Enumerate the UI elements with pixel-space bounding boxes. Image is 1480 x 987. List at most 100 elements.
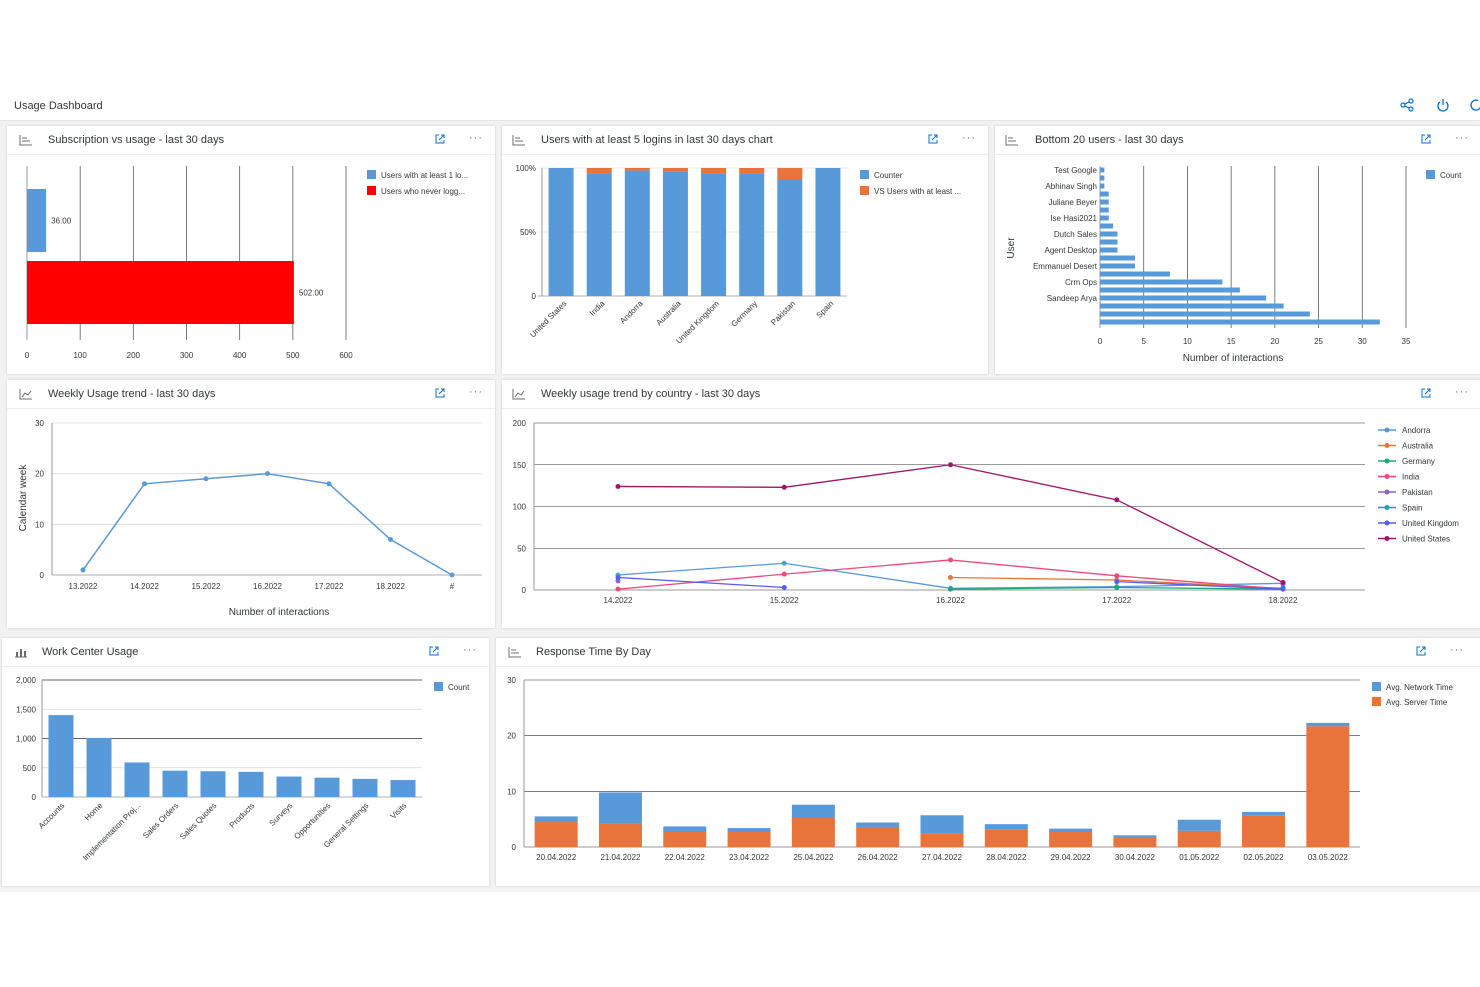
legend-label: Pakistan [1402, 488, 1433, 497]
bar [27, 261, 294, 324]
bar-segment [791, 804, 835, 818]
dashboard-title: Usage Dashboard [14, 100, 103, 112]
x-tick-label: 15 [1227, 337, 1236, 346]
bar [238, 771, 264, 797]
x-tick-label: 18.2022 [1269, 596, 1298, 605]
y-axis-label: User [1006, 237, 1017, 259]
tile-header: Weekly usage trend by country - last 30 … [502, 380, 1480, 409]
tile-response-time-by-day: Response Time By Day ··· 0 10 20 30 20.04.20… [496, 638, 1480, 886]
tile-title: Subscription vs usage - last 30 days [48, 134, 225, 146]
refresh-icon[interactable] [1468, 97, 1480, 113]
series-line [1116, 581, 1284, 590]
data-label: 36.00 [51, 217, 72, 226]
share-icon[interactable] [1399, 97, 1415, 113]
y-tick-label: 500 [23, 764, 37, 773]
bar [1100, 215, 1109, 221]
bar-segment [1306, 722, 1350, 727]
bar-segment [920, 815, 964, 834]
more-options-icon[interactable]: ··· [1455, 386, 1469, 398]
bar-segment [701, 168, 727, 174]
legend-swatch [860, 170, 869, 179]
expand-icon[interactable] [1415, 645, 1427, 657]
legend-marker [1384, 536, 1390, 541]
x-tick-label: 200 [127, 351, 141, 360]
tile-bottom-20-users: Bottom 20 users - last 30 days ··· 0 5 10 1… [995, 126, 1480, 374]
legend-marker [1384, 520, 1390, 526]
more-options-icon[interactable]: ··· [469, 132, 483, 144]
legend-label: United Kingdom [1402, 519, 1459, 528]
more-options-icon[interactable]: ··· [463, 644, 477, 656]
bar-segment [663, 831, 707, 847]
y-tick-label: Sandeep Arya [1047, 294, 1098, 303]
legend-label: Avg. Network Time [1386, 683, 1454, 692]
legend-marker [1384, 474, 1390, 479]
expand-icon[interactable] [434, 133, 446, 145]
expand-icon[interactable] [428, 645, 440, 657]
tile-title: Response Time By Day [536, 646, 651, 658]
x-tick-label: 300 [180, 351, 194, 360]
y-tick-label: 0 [32, 793, 37, 802]
bar-segment [662, 171, 688, 296]
more-options-icon[interactable]: ··· [962, 132, 976, 144]
bar [1100, 303, 1284, 309]
legend-marker [1384, 505, 1390, 510]
bar [1100, 319, 1380, 325]
chart-type-icon[interactable] [508, 646, 522, 658]
expand-icon[interactable] [1420, 133, 1432, 145]
expand-icon[interactable] [1420, 387, 1432, 399]
chart-type-icon[interactable] [19, 134, 33, 146]
x-tick-label: 35 [1402, 337, 1411, 346]
chart-type-icon[interactable] [512, 388, 526, 400]
y-tick-label: Juliane Beyer [1049, 198, 1098, 207]
power-icon[interactable] [1435, 97, 1451, 113]
chart-type-icon[interactable] [14, 646, 28, 658]
x-tick-label: Visits [389, 801, 409, 821]
chart-type-icon[interactable] [1005, 134, 1019, 146]
data-point [142, 481, 147, 487]
data-point [80, 567, 86, 573]
y-tick-label: 1,500 [16, 705, 37, 714]
data-point [449, 572, 455, 578]
y-tick-label: 20 [35, 470, 44, 479]
tile-logins-chart: Users with at least 5 logins in last 30 … [502, 126, 988, 374]
y-tick-label: Dutch Sales [1054, 230, 1097, 239]
more-options-icon[interactable]: ··· [1455, 132, 1469, 144]
expand-icon[interactable] [927, 133, 939, 145]
expand-icon[interactable] [434, 387, 446, 399]
bar-segment [1113, 835, 1157, 838]
y-tick-label: 100 [513, 503, 527, 512]
legend-marker [1384, 489, 1390, 495]
y-tick-label: 0 [512, 843, 517, 852]
more-options-icon[interactable]: ··· [1450, 644, 1464, 656]
legend-swatch [367, 186, 376, 195]
bar [1100, 167, 1105, 173]
x-tick-label: Products [228, 801, 257, 830]
legend-label: Australia [1402, 442, 1434, 451]
chart-type-icon[interactable] [512, 134, 526, 146]
x-tick-label: 16.2022 [936, 596, 965, 605]
y-tick-label: 200 [513, 419, 527, 428]
bar-segment [624, 168, 650, 171]
x-tick-label: 29.04.2022 [1051, 853, 1092, 862]
bar-segment [662, 168, 688, 172]
chart-type-icon[interactable] [19, 388, 33, 400]
bar [27, 189, 47, 252]
data-point [388, 537, 393, 543]
x-tick-label: India [588, 299, 607, 318]
x-tick-label: Opportunities [292, 801, 332, 841]
bar [1100, 207, 1109, 213]
x-tick-label: 13.2022 [69, 582, 98, 591]
x-tick-label: 14.2022 [130, 582, 159, 591]
y-tick-label: 30 [35, 419, 44, 428]
more-options-icon[interactable]: ··· [469, 386, 483, 398]
bar-segment [777, 179, 803, 296]
x-tick-label: United States [528, 299, 568, 339]
data-point [948, 574, 953, 580]
x-tick-label: Germany [729, 299, 759, 329]
data-point [265, 471, 270, 477]
bar [276, 776, 302, 797]
bar-segment [739, 173, 765, 296]
bar [1100, 279, 1223, 285]
x-tick-label: 15.2022 [770, 596, 799, 605]
